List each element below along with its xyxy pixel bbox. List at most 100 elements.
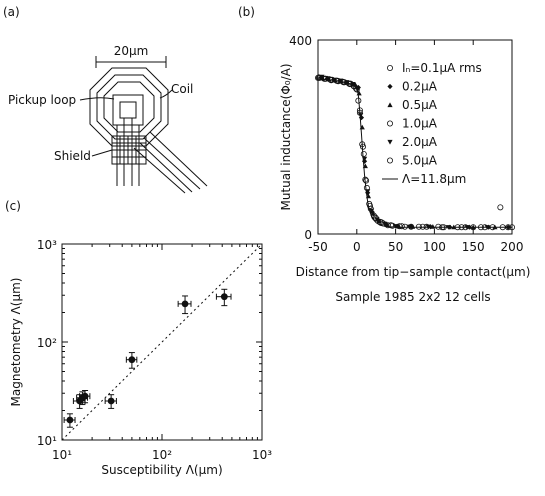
legend-entry-label: 0.2μA xyxy=(402,80,438,94)
plot-b-point xyxy=(355,97,362,104)
plot-b-point xyxy=(415,223,422,230)
plot-b-point xyxy=(484,225,490,230)
plot-c-point xyxy=(220,293,228,301)
plot-c-point xyxy=(81,392,89,400)
plot-b-point xyxy=(470,224,476,230)
legend-entry-label: 0.5μA xyxy=(402,98,438,112)
plot-b-point xyxy=(464,225,470,230)
plot-b-point xyxy=(425,224,431,230)
legend-marker xyxy=(387,83,393,90)
pickup-loop-label: Pickup loop xyxy=(8,93,76,107)
plot-b-point xyxy=(410,224,416,229)
plot-b-point xyxy=(486,224,492,230)
plot-b-point xyxy=(344,80,350,85)
legend-entry-label: Iₙ=0.1μA rms xyxy=(402,61,482,75)
pickup-loop xyxy=(112,94,144,186)
legend-marker xyxy=(386,120,393,127)
legend-entry-label: Λ=11.8μm xyxy=(402,172,466,186)
scale-bar: 20μm xyxy=(95,44,167,68)
coil-label: Coil xyxy=(171,82,193,96)
plot-b-point xyxy=(398,223,405,230)
plot-b-point xyxy=(372,214,379,221)
plot-b-point xyxy=(346,81,353,88)
plot-b-point xyxy=(334,77,341,84)
plot-b-point xyxy=(447,224,453,230)
plot-b-point xyxy=(362,163,368,169)
plot-b-xtick-label: 100 xyxy=(423,240,446,254)
plot-b-point xyxy=(492,224,498,230)
plot-c-xtick-label: 10² xyxy=(152,448,172,462)
legend-marker xyxy=(387,102,393,108)
plot-b-point xyxy=(439,224,446,231)
plot-b-point xyxy=(458,224,465,231)
plot-c-ytick-label: 10² xyxy=(37,336,57,350)
plot-b-point xyxy=(319,74,325,80)
plot-b-point xyxy=(315,74,322,81)
plot-c-ytick-label: 10¹ xyxy=(37,434,57,448)
plot-b-point xyxy=(361,156,368,162)
plot-c-point xyxy=(128,356,136,364)
plot-b-ytick-label: 0 xyxy=(304,228,312,242)
coil-arrow xyxy=(159,89,173,99)
legend-marker xyxy=(386,157,393,164)
plot-b-ylabel: Mutual inductance(Φ₀/A) xyxy=(279,63,293,210)
legend-entry-label: 1.0μA xyxy=(402,117,438,131)
plot-c-ylabel: Magnetometry Λ(μm) xyxy=(9,278,23,407)
plot-b-point xyxy=(356,107,363,114)
plot-c-point xyxy=(181,300,189,308)
plot-b-xtick-label: 0 xyxy=(353,240,361,254)
plot-c-xtick-label: 10³ xyxy=(252,448,272,462)
plot-b-point xyxy=(406,224,413,230)
plot-b-point xyxy=(365,189,371,194)
plot-c-xtick-label: 10¹ xyxy=(52,448,72,462)
plot-c-ytick-label: 10³ xyxy=(37,238,57,252)
plot-b-point xyxy=(363,177,370,184)
plot-b-point xyxy=(393,224,399,229)
plot-c-ticks: 10¹ 10² 10³ 10¹ 10² 10³ xyxy=(37,238,272,462)
plot-b-xtick-label: -50 xyxy=(308,240,328,254)
plot-b-point xyxy=(365,193,372,199)
panel-a: (a) 20μm xyxy=(3,5,208,194)
plot-b-point xyxy=(356,90,362,96)
plot-b-point xyxy=(360,143,367,150)
plot-b-point xyxy=(387,222,394,229)
scale-bar-label: 20μm xyxy=(114,44,149,58)
plot-c-point xyxy=(66,416,74,424)
plot-c-reference-line xyxy=(61,243,263,441)
plot-b-point xyxy=(401,223,408,230)
plot-b-point xyxy=(394,223,400,229)
plot-b-frame xyxy=(317,39,513,235)
legend-entry-label: 5.0μA xyxy=(402,154,438,168)
legend-marker xyxy=(387,139,393,145)
plot-b-point xyxy=(505,224,512,231)
plot-b-point xyxy=(359,141,366,148)
plot-b-legend: Iₙ=0.1μA rms 0.2μA 0.5μA 1.0μA 2.0μA 5.0μA Λ=1… xyxy=(382,61,482,186)
plot-b-point xyxy=(321,75,328,82)
pickup-loop-arrow xyxy=(79,97,115,101)
legend-entry-label: 2.0μA xyxy=(402,135,438,149)
plot-b-point xyxy=(382,221,388,227)
plot-b-point xyxy=(325,76,331,81)
plot-b-xtick-label: 150 xyxy=(462,240,485,254)
plot-b-point xyxy=(360,150,367,157)
panel-c: (c) 10¹ 10² 10³ 10¹ 10² 10³ Magnetometry Λ(μm… xyxy=(5,199,272,477)
plot-b-ytick-label: 400 xyxy=(289,34,312,48)
shield-label: Shield xyxy=(54,149,91,163)
plot-b-caption: Sample 1985 2x2 12 cells xyxy=(335,290,490,304)
plot-b-point xyxy=(378,219,385,226)
plot-b-point xyxy=(430,224,436,229)
plot-b-xlabel: Distance from tip−sample contact(μm) xyxy=(296,265,531,279)
legend-marker xyxy=(386,65,393,72)
plot-b-point xyxy=(497,204,504,211)
plot-b-xtick-label: 200 xyxy=(501,240,524,254)
plot-b-point xyxy=(477,224,484,231)
plot-b-point xyxy=(362,176,369,183)
plot-b-point xyxy=(396,223,402,229)
plot-b-points xyxy=(314,74,515,231)
plot-b-point xyxy=(358,113,364,118)
plot-b-point xyxy=(351,83,358,90)
